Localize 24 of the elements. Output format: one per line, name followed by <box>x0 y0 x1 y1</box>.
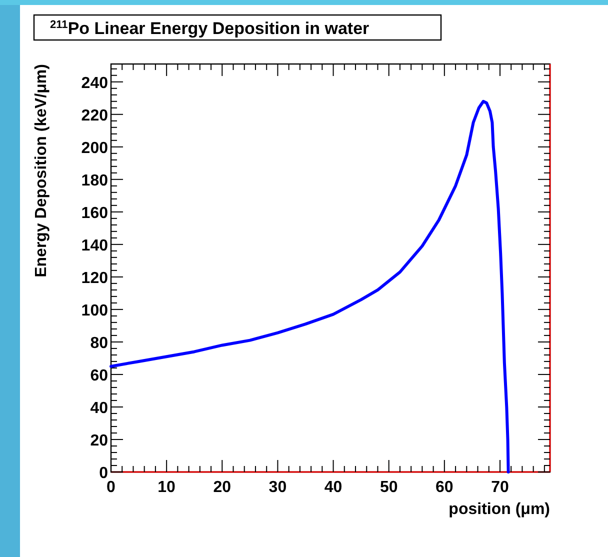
y-tick-label: 240 <box>81 74 108 92</box>
y-tick-label: 80 <box>90 334 108 352</box>
y-tick-label: 180 <box>81 172 108 190</box>
y-tick-label: 120 <box>81 270 108 287</box>
y-axis-title: Energy Deposition (keV/μm) <box>33 64 50 278</box>
x-axis-title: position (μm) <box>448 501 550 518</box>
y-tick-label: 200 <box>81 140 108 157</box>
y-tick-label: 0 <box>99 465 108 482</box>
x-tick-label: 20 <box>213 479 232 496</box>
x-tick-label: 50 <box>380 479 398 496</box>
x-tick-label: 70 <box>491 479 509 496</box>
y-tick-label: 220 <box>81 107 108 124</box>
x-tick-label: 10 <box>158 479 176 496</box>
y-tick-label: 20 <box>90 432 108 450</box>
y-tick-label: 140 <box>81 237 108 254</box>
chart-title: $^{211}$Po Linear Energy Deposition in water <box>50 19 370 38</box>
y-tick-label: 60 <box>90 367 108 384</box>
y-tick-label: 40 <box>90 400 108 417</box>
y-tick-label: 160 <box>81 204 108 222</box>
y-tick-label: 100 <box>81 302 108 320</box>
x-tick-label: 30 <box>268 479 287 496</box>
line-series <box>110 100 510 474</box>
x-tick-label: 60 <box>436 479 454 496</box>
x-tick-label: 40 <box>324 479 342 496</box>
